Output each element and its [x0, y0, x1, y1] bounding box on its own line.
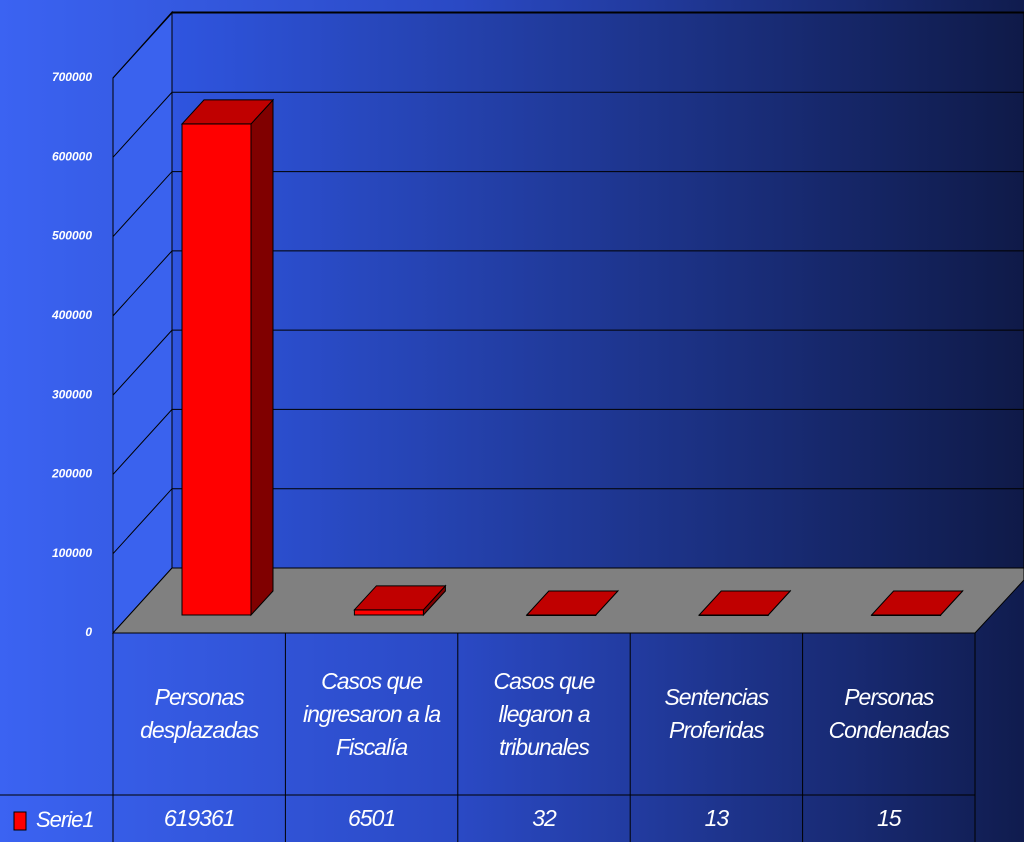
grid-line: [112, 91, 1024, 158]
bar-top: [870, 590, 964, 616]
side-wall: [112, 10, 173, 635]
grid-line: [112, 408, 1024, 475]
bar: [698, 589, 792, 617]
y-tick-label: 500000: [52, 229, 92, 243]
y-tick-label: 700000: [52, 70, 92, 84]
legend-label: Serie1: [36, 807, 94, 832]
bar-top: [698, 590, 792, 616]
back-wall: [171, 11, 1024, 569]
bar-side: [250, 98, 274, 617]
bar: [180, 98, 275, 617]
category-label: Personas Condenadas: [828, 684, 950, 743]
legend-swatch: [13, 811, 27, 831]
bar: [353, 584, 447, 617]
table-value: 15: [876, 805, 902, 831]
y-tick-label: 0: [85, 625, 92, 639]
bar-top: [180, 99, 275, 125]
y-tick-label: 200000: [51, 467, 92, 481]
y-tick-label: 100000: [52, 546, 92, 560]
grid-line: [112, 171, 1024, 237]
bar: [870, 589, 964, 617]
table-value: 32: [532, 805, 557, 831]
category-label: Casos que ingresaron a la Fiscalía: [303, 667, 441, 760]
category-label: Sentencias Proferidas: [664, 684, 769, 743]
grid-line: [112, 12, 1024, 79]
category-label: Personas desplazadas: [140, 684, 259, 743]
table-value: 6501: [348, 805, 396, 831]
grid-line: [112, 250, 1024, 317]
bar-front: [181, 123, 252, 616]
category-label: Casos que llegaron a tribunales: [493, 667, 596, 760]
bar-top: [525, 590, 619, 616]
table-value: 13: [704, 805, 730, 831]
bar-front: [353, 609, 424, 616]
bar-top: [353, 585, 447, 611]
bar: [525, 589, 619, 617]
y-tick-label: 300000: [52, 387, 92, 401]
y-tick-label: 400000: [51, 308, 92, 322]
table-value: 619361: [163, 805, 236, 831]
grid-line: [112, 329, 1024, 396]
grid-line: [112, 488, 1024, 555]
y-tick-label: 600000: [52, 149, 92, 163]
